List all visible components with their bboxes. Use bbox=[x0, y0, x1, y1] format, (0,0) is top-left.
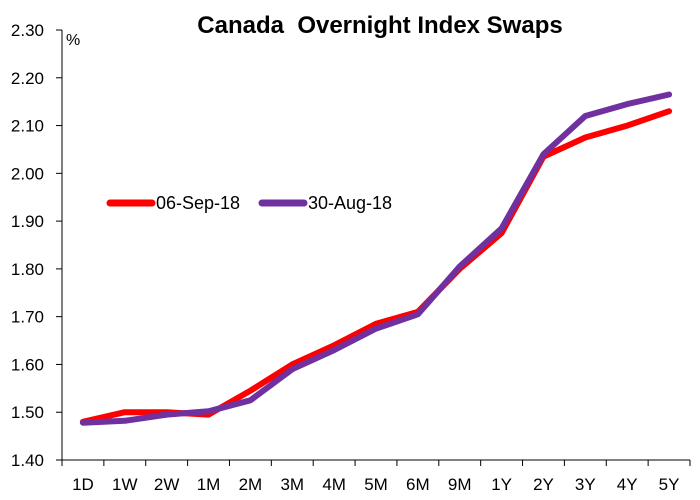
series-line bbox=[79, 91, 673, 426]
x-tick-label: 6M bbox=[406, 475, 430, 494]
legend-label: 06-Sep-18 bbox=[156, 193, 240, 213]
y-tick-label: 2.10 bbox=[11, 117, 44, 136]
y-tick-label: 1.60 bbox=[11, 355, 44, 374]
x-tick-label: 4Y bbox=[617, 475, 638, 494]
chart-title: Canada Overnight Index Swaps bbox=[197, 12, 563, 39]
y-axis-unit-label: % bbox=[66, 32, 80, 49]
y-tick-label: 1.50 bbox=[11, 403, 44, 422]
y-tick-label: 2.30 bbox=[11, 21, 44, 40]
axes: 1.40 1.50 1.60 1.70 1.80 1.90 2.00 2.10 2.20 2.30… bbox=[11, 21, 691, 494]
x-tick-label: 1M bbox=[197, 475, 221, 494]
x-tick-label: 1D bbox=[72, 475, 94, 494]
series-layer bbox=[79, 91, 673, 426]
y-tick-label: 1.90 bbox=[11, 212, 44, 231]
y-tick-label: 1.40 bbox=[11, 451, 44, 470]
y-tick-label: 2.00 bbox=[11, 164, 44, 183]
series-line bbox=[79, 108, 673, 425]
x-tick-label: 5M bbox=[364, 475, 388, 494]
x-tick-label: 2M bbox=[239, 475, 263, 494]
legend-label: 30-Aug-18 bbox=[308, 193, 392, 213]
legend: 06-Sep-18 30-Aug-18 bbox=[106, 193, 392, 213]
x-tick-label: 2W bbox=[154, 475, 180, 494]
x-tick-label: 3M bbox=[280, 475, 304, 494]
y-tick-label: 2.20 bbox=[11, 69, 44, 88]
x-tick-label: 2Y bbox=[533, 475, 554, 494]
x-tick-label: 9M bbox=[448, 475, 472, 494]
y-tick-label: 1.80 bbox=[11, 260, 44, 279]
x-tick-label: 1W bbox=[112, 475, 138, 494]
x-tick-label: 3Y bbox=[575, 475, 596, 494]
y-tick-label: 1.70 bbox=[11, 308, 44, 327]
x-tick-label: 5Y bbox=[659, 475, 680, 494]
x-tick-label: 1Y bbox=[491, 475, 512, 494]
x-tick-label: 4M bbox=[322, 475, 346, 494]
